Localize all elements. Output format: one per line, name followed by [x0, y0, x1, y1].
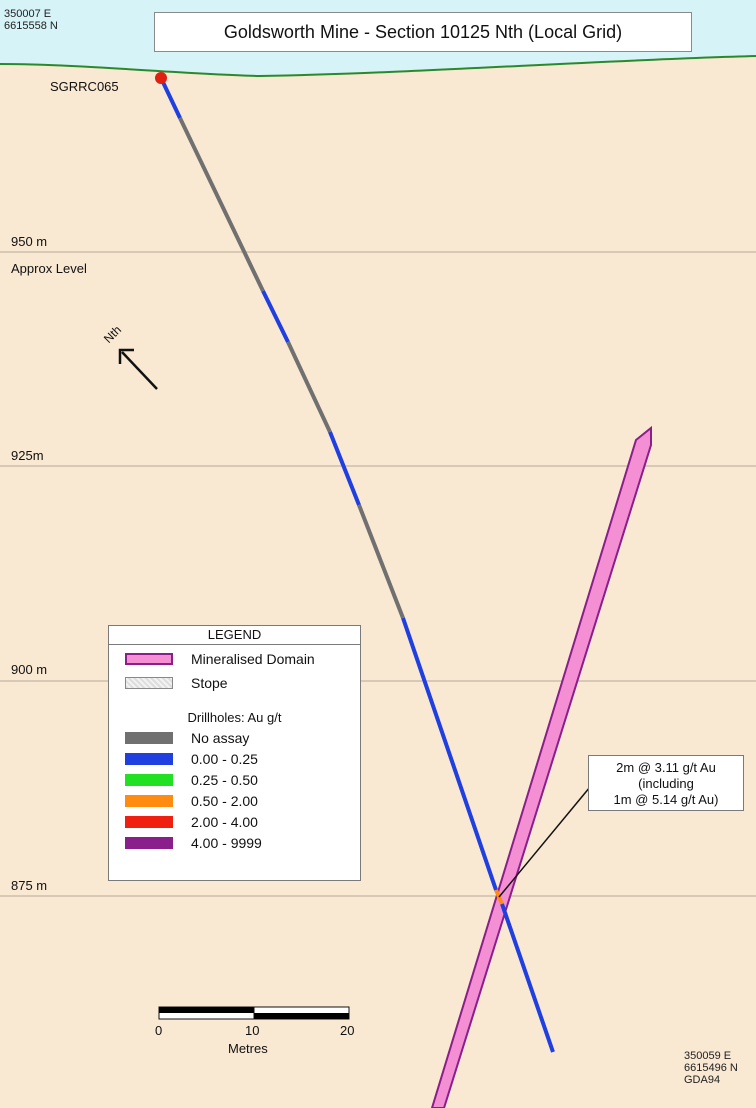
trace-segment [159, 77, 182, 119]
drillhole-id-label: SGRRC065 [50, 79, 119, 94]
legend-class-label: No assay [191, 730, 250, 746]
legend-row-domain: Mineralised Domain [109, 650, 360, 668]
scale-tick-10: 10 [245, 1023, 260, 1038]
scale-tick-20: 20 [340, 1023, 355, 1038]
legend: LEGEND Mineralised Domain Stope Drillhol… [108, 625, 361, 881]
elevation-label-950: 950 m [11, 234, 48, 249]
trace-segment [286, 341, 332, 433]
class-swatch [125, 774, 173, 786]
class-swatch [125, 816, 173, 828]
legend-class-label: 0.50 - 2.00 [191, 793, 258, 809]
legend-class-label: 0.00 - 0.25 [191, 751, 258, 767]
legend-row-class: 0.25 - 0.50 [109, 771, 360, 789]
section-title: Goldsworth Mine - Section 10125 Nth (Loc… [154, 12, 692, 52]
bottom-right-northing: 6615496 N [684, 1062, 738, 1074]
top-left-easting: 350007 E [4, 8, 52, 20]
drillhole-trace [159, 77, 555, 1053]
legend-class-label: 4.00 - 9999 [191, 835, 262, 851]
class-swatch [125, 795, 173, 807]
legend-row-stope: Stope [109, 674, 360, 692]
legend-drillholes-heading: Drillholes: Au g/t [187, 710, 282, 725]
intercept-callout: 2m @ 3.11 g/t Au (including 1m @ 5.14 g/… [588, 755, 744, 811]
top-left-northing: 6615558 N [4, 20, 58, 32]
class-swatch [125, 732, 173, 744]
scale-unit-label: Metres [228, 1041, 268, 1056]
topographic-surface [0, 55, 756, 78]
domain-swatch [125, 653, 173, 665]
legend-row-class: 0.50 - 2.00 [109, 792, 360, 810]
bottom-right-easting: 350059 E [684, 1050, 732, 1062]
callout-line-3: 1m @ 5.14 g/t Au) [613, 792, 719, 807]
legend-row-class: 2.00 - 4.00 [109, 813, 360, 831]
trace-segment [328, 431, 361, 506]
north-arrow-icon [118, 348, 158, 390]
trace-segment [500, 903, 555, 1053]
elevation-label-875: 875 m [11, 878, 48, 893]
callout-leader [498, 786, 591, 898]
legend-title: LEGEND [109, 626, 360, 645]
trace-segment [357, 504, 405, 619]
trace-segment [261, 290, 290, 343]
mineralised-domain [430, 425, 652, 1108]
stope-swatch [125, 677, 173, 689]
legend-class-label: 0.25 - 0.50 [191, 772, 258, 788]
datum-label: GDA94 [684, 1074, 721, 1086]
bottom-right-coordinates: 350059 E 6615496 N GDA94 [684, 1050, 738, 1086]
approx-level-label: Approx Level [11, 261, 87, 276]
scale-tick-0: 0 [155, 1023, 163, 1038]
legend-row-class: 0.00 - 0.25 [109, 750, 360, 768]
elevation-label-925: 925m [11, 448, 44, 463]
legend-row-class: 4.00 - 9999 [109, 834, 360, 852]
legend-class-label: 2.00 - 4.00 [191, 814, 258, 830]
top-left-coordinates: 350007 E 6615558 N [4, 8, 58, 32]
drillhole-collar [155, 72, 167, 84]
callout-line-1: 2m @ 3.11 g/t Au [616, 760, 716, 775]
callout-line-2: (including [638, 776, 694, 791]
legend-stope-label: Stope [191, 675, 228, 691]
class-swatch [125, 837, 173, 849]
class-swatch [125, 753, 173, 765]
trace-segment [401, 617, 498, 891]
scale-bar [158, 1006, 350, 1020]
elevation-label-900: 900 m [11, 662, 48, 677]
legend-domain-label: Mineralised Domain [191, 651, 315, 667]
trace-segment [178, 117, 265, 292]
legend-row-class: No assay [109, 729, 360, 747]
